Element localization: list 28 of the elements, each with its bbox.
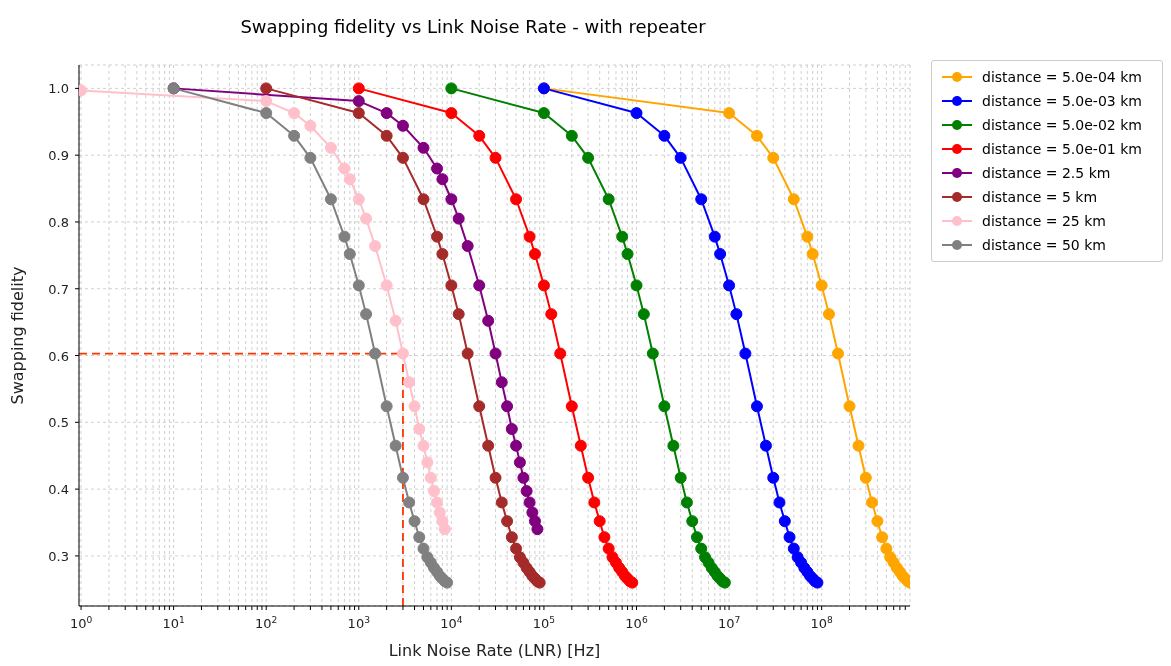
x-tick-label: 10$^{0}$ xyxy=(69,615,93,631)
y-tick-label: 0.8 xyxy=(48,214,69,230)
y-tick-label: 0.3 xyxy=(48,548,69,564)
x-tick-label: 10$^{6}$ xyxy=(625,615,648,631)
y-tick-label: 0.7 xyxy=(48,281,69,297)
x-tick-label: 10$^{5}$ xyxy=(532,615,556,631)
y-axis-title: Swapping fidelity xyxy=(7,266,27,405)
y-tick-label: 0.9 xyxy=(48,148,69,164)
x-tick-label: 10$^{8}$ xyxy=(810,615,834,631)
chart-title: Swapping fidelity vs Link Noise Rate - with repeater xyxy=(239,15,707,39)
legend-label: distance = 5.0e-02 km xyxy=(982,117,1142,133)
x-tick-label: 10$^{3}$ xyxy=(347,615,371,631)
x-axis-title: Link Noise Rate (LNR) [Hz] xyxy=(388,641,601,660)
legend-label: distance = 5.0e-03 km xyxy=(982,93,1142,109)
legend-label: distance = 25 km xyxy=(982,213,1106,229)
legend-label: distance = 2.5 km xyxy=(982,165,1111,181)
x-tick-label: 10$^{7}$ xyxy=(717,615,741,631)
legend-label: distance = 5 km xyxy=(982,189,1098,205)
legend-label: distance = 5.0e-01 km xyxy=(982,141,1142,157)
x-tick-label: 10$^{2}$ xyxy=(255,615,278,631)
y-tick-label: 0.5 xyxy=(48,415,69,431)
legend-label: distance = 50 km xyxy=(982,237,1106,253)
x-tick-label: 10$^{1}$ xyxy=(162,615,185,631)
legend-label: distance = 5.0e-04 km xyxy=(982,69,1142,85)
x-tick-label: 10$^{4}$ xyxy=(440,615,463,631)
y-tick-label: 0.6 xyxy=(48,348,69,364)
y-tick-label: 1.0 xyxy=(48,81,69,97)
y-tick-label: 0.4 xyxy=(48,482,69,498)
